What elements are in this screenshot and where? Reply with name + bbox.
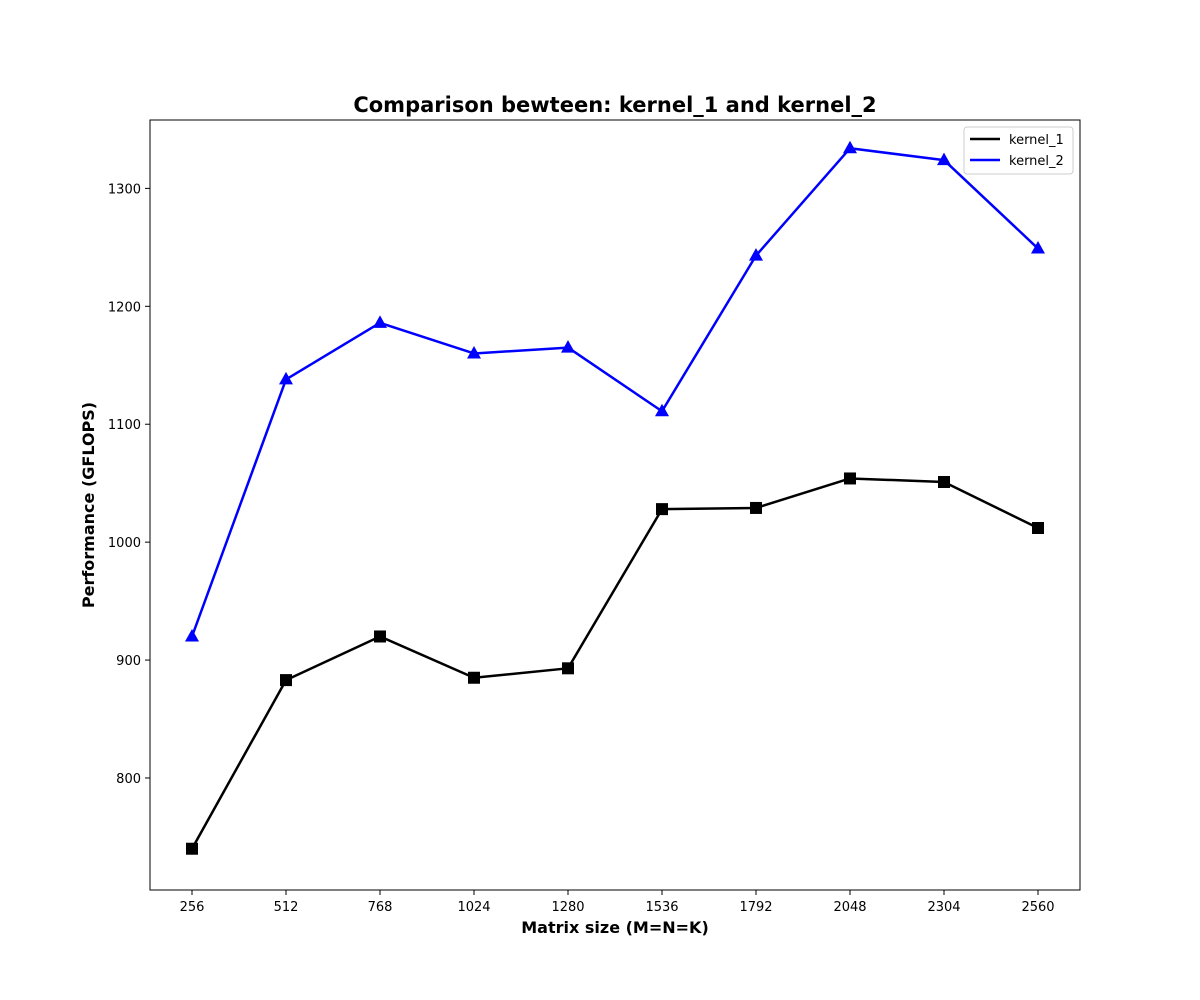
chart-title: Comparison bewteen: kernel_1 and kernel_…: [353, 93, 876, 117]
x-axis-ticks: 256 512 768 1024 1280 1536 1792 2048 2304 2560: [180, 890, 1055, 915]
x-tick-label: 1024: [457, 900, 490, 915]
x-axis-label: Matrix size (M=N=K): [521, 918, 709, 937]
data-point-kernel-2: [843, 140, 857, 154]
data-point-kernel-2: [937, 152, 951, 166]
data-point-kernel-2: [373, 315, 387, 328]
x-tick-label: 2048: [833, 900, 866, 915]
data-point-kernel-2: [279, 371, 293, 385]
series-layer: [185, 140, 1045, 855]
data-point-kernel-2: [467, 345, 481, 359]
legend-label-kernel-2: kernel_2: [1009, 154, 1064, 169]
y-tick-label: 800: [116, 772, 141, 787]
x-tick-label: 512: [274, 900, 299, 915]
data-point-kernel-1: [938, 476, 950, 489]
x-tick-label: 2560: [1021, 900, 1054, 915]
data-point-kernel-1: [562, 662, 574, 675]
y-tick-label: 900: [116, 654, 141, 669]
x-tick-label: 256: [180, 900, 205, 915]
data-point-kernel-2: [749, 248, 763, 261]
x-tick-label: 1280: [551, 900, 584, 915]
data-point-kernel-1: [1032, 521, 1044, 534]
x-tick-label: 1536: [645, 900, 678, 915]
data-point-kernel-1: [374, 630, 386, 643]
y-axis-ticks: 800 900 1000 1100 1200 1300: [108, 182, 150, 787]
data-point-kernel-1: [844, 472, 856, 485]
data-point-kernel-1: [656, 503, 668, 516]
y-tick-label: 1200: [108, 300, 141, 315]
data-point-kernel-1: [750, 501, 762, 514]
data-point-kernel-2: [561, 340, 575, 353]
data-point-kernel-1: [280, 674, 292, 687]
legend: kernel_1 kernel_2: [963, 126, 1074, 175]
data-point-kernel-1: [468, 671, 480, 684]
x-tick-label: 768: [368, 900, 393, 915]
x-tick-label: 1792: [739, 900, 772, 915]
legend-label-kernel-1: kernel_1: [1009, 133, 1064, 148]
y-tick-label: 1100: [108, 418, 141, 433]
data-point-kernel-2: [185, 628, 199, 642]
x-tick-label: 2304: [927, 900, 960, 915]
series-line-kernel-2: [190, 147, 1039, 637]
data-point-kernel-1: [186, 842, 198, 855]
y-tick-label: 1300: [108, 182, 141, 197]
y-tick-label: 1000: [108, 536, 141, 551]
series-line-kernel-1: [190, 477, 1039, 850]
plot-frame: [149, 119, 1081, 891]
y-axis-label: Performance (GFLOPS): [79, 402, 98, 608]
data-point-kernel-2: [655, 403, 669, 417]
data-point-kernel-2: [1031, 241, 1045, 254]
